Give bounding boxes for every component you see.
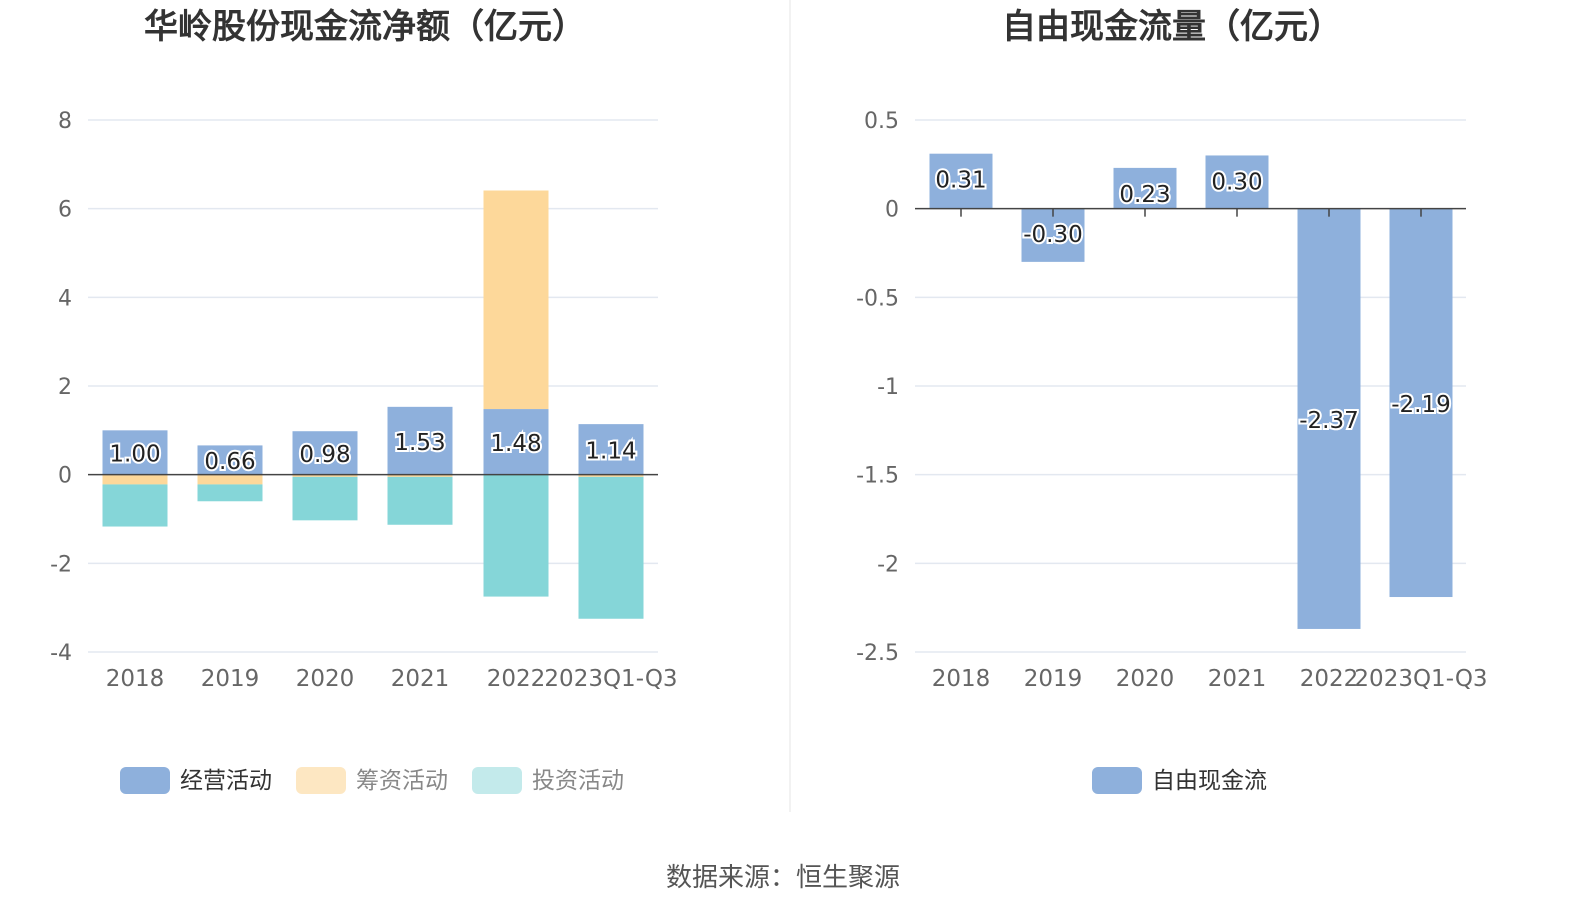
y-tick-label: 8 (58, 109, 72, 134)
bar (1021, 208, 1085, 262)
y-tick-label: -0.5 (856, 286, 899, 311)
bar (197, 484, 263, 502)
y-tick-label: 0 (58, 464, 72, 489)
bar (1389, 208, 1453, 598)
y-tick-label: 0.5 (864, 109, 899, 134)
legend-label: 筹资活动 (356, 768, 448, 794)
legend-swatch (472, 767, 522, 794)
y-tick-label: -4 (50, 641, 72, 666)
legend: 经营活动 筹资活动 投资活动 (120, 767, 624, 794)
bar (102, 484, 168, 527)
bar (1113, 167, 1177, 209)
bar (387, 406, 453, 475)
free-cash-flow-chart: 自由现金流量（亿元） 0.31 -0.30 0.23 0.30 -2.37 -2.19 0… (856, 7, 1488, 794)
x-tick-label: 2020 (296, 666, 355, 692)
x-tick-label: 2023Q1-Q3 (1354, 666, 1487, 692)
legend-swatch (120, 767, 170, 794)
data-label: 1.48 (490, 431, 541, 457)
x-tick-label: 2021 (1208, 666, 1267, 692)
y-tick-label: -1.5 (856, 464, 899, 489)
legend-swatch (1092, 767, 1142, 794)
bar (197, 474, 263, 485)
y-tick-label: 0 (885, 198, 899, 223)
legend-label: 自由现金流 (1152, 768, 1267, 794)
bar (483, 474, 549, 597)
y-tick-label: -2 (50, 552, 72, 577)
bar (1297, 208, 1361, 629)
data-label: 1.53 (394, 430, 445, 456)
bar (1205, 155, 1269, 209)
x-tick-label: 2023Q1-Q3 (544, 666, 677, 692)
bar (929, 153, 993, 209)
bar (387, 474, 453, 477)
bar (578, 474, 644, 477)
cash-flow-net-chart: 华岭股份现金流净额（亿元） 1.00 0.66 0.98 1.53 1.48 1.14 8… (50, 7, 678, 794)
data-label: 1.14 (585, 438, 636, 464)
x-tick-label: 2019 (201, 666, 260, 692)
x-tick-label: 2022 (1300, 666, 1359, 692)
legend-swatch (296, 767, 346, 794)
data-label: -2.19 (1391, 392, 1451, 418)
data-label: 0.30 (1211, 169, 1262, 195)
bar (483, 190, 549, 410)
x-tick-label: 2018 (106, 666, 165, 692)
legend: 自由现金流 (1092, 767, 1267, 794)
data-label: -0.30 (1023, 222, 1083, 248)
y-tick-label: -2.5 (856, 641, 899, 666)
bar (102, 474, 168, 485)
bar (578, 476, 644, 619)
data-label: -2.37 (1299, 408, 1359, 434)
data-label: 0.23 (1119, 182, 1170, 208)
x-tick-label: 2018 (932, 666, 991, 692)
data-label: 0.98 (299, 442, 350, 468)
data-label: 0.31 (935, 168, 986, 194)
bar (483, 409, 549, 475)
y-tick-label: -2 (877, 552, 899, 577)
legend-label: 经营活动 (180, 768, 272, 794)
bar (292, 431, 358, 475)
bar (102, 430, 168, 475)
x-tick-label: 2021 (391, 666, 450, 692)
data-label: 1.00 (109, 442, 160, 468)
chart-title: 自由现金流量（亿元） (1002, 7, 1342, 47)
bar (197, 445, 263, 475)
x-tick-label: 2020 (1116, 666, 1175, 692)
data-label: 0.66 (204, 449, 255, 475)
bar (292, 474, 358, 477)
y-tick-label: 4 (58, 286, 72, 311)
legend-label: 投资活动 (532, 768, 624, 794)
y-tick-label: 2 (58, 375, 72, 400)
bar (387, 476, 453, 525)
bar (578, 424, 644, 475)
data-source: 数据来源：恒生聚源 (666, 863, 900, 893)
bar (292, 476, 358, 521)
y-tick-label: 6 (58, 198, 72, 223)
y-tick-label: -1 (877, 375, 899, 400)
x-tick-label: 2022 (487, 666, 546, 692)
x-tick-label: 2019 (1024, 666, 1083, 692)
chart-title: 华岭股份现金流净额（亿元） (144, 7, 586, 47)
